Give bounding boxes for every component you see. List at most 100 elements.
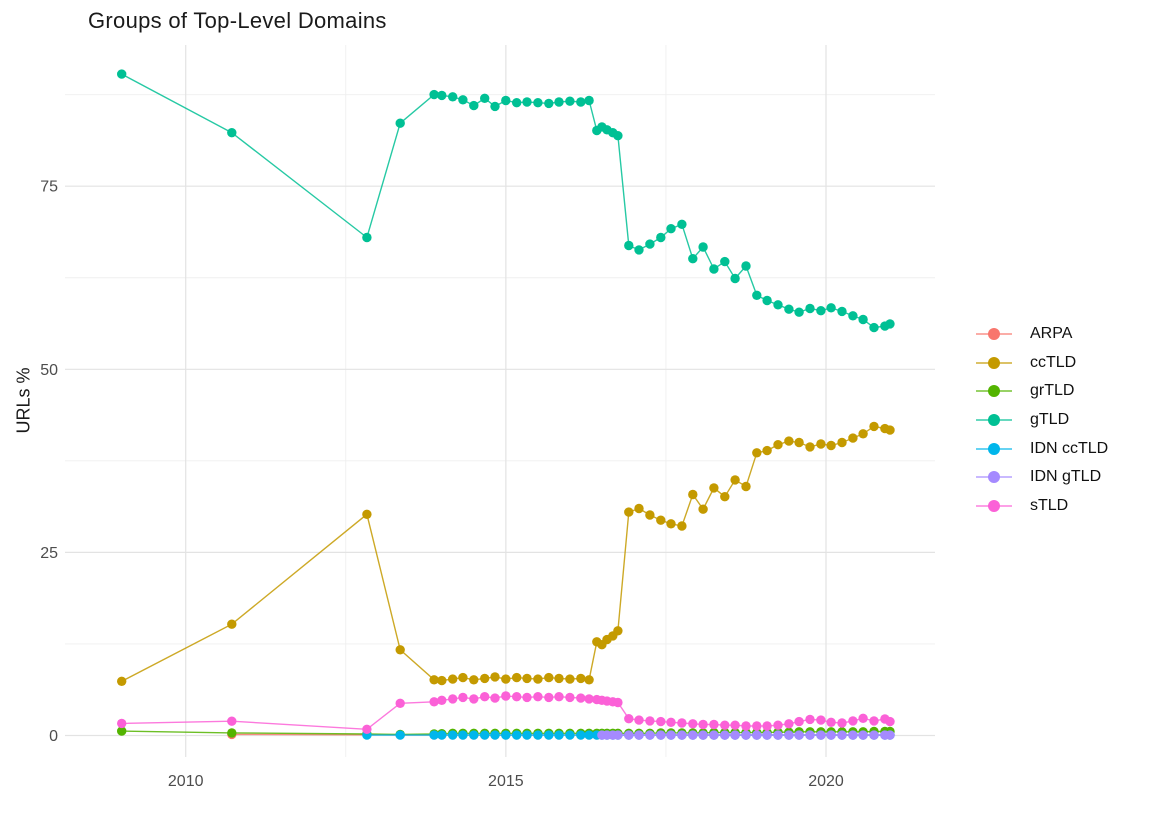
data-point (645, 716, 655, 726)
data-point (869, 421, 879, 432)
data-point (677, 718, 687, 728)
data-point (666, 224, 676, 234)
data-point (522, 97, 532, 107)
data-point (117, 718, 127, 729)
data-point (576, 693, 586, 703)
data-point (544, 730, 554, 740)
data-point (533, 692, 543, 702)
data-point (501, 730, 511, 740)
data-point (816, 306, 826, 316)
data-point (437, 730, 447, 740)
data-point (584, 694, 594, 704)
x-tick-label: 2010 (168, 773, 204, 790)
data-point (429, 89, 439, 100)
data-point (490, 693, 500, 703)
data-point (784, 436, 794, 446)
series-points-cctld (117, 421, 895, 686)
data-point (730, 273, 740, 284)
data-point (656, 232, 666, 243)
data-point (837, 718, 847, 728)
data-point (624, 240, 634, 251)
data-point (816, 715, 826, 725)
data-point (752, 730, 762, 740)
legend-item-grtld: grTLD (976, 377, 1108, 406)
data-point (784, 304, 794, 314)
data-point (869, 716, 879, 726)
y-tick-label: 0 (49, 728, 58, 745)
legend-key-icon (976, 413, 1012, 427)
data-point (794, 716, 804, 727)
y-axis-title: URLs % (13, 367, 34, 434)
series-points-gtld (117, 69, 895, 333)
data-series (117, 69, 895, 740)
data-point (709, 730, 719, 740)
gridlines (65, 45, 935, 757)
data-point (429, 675, 439, 685)
data-point (480, 93, 490, 104)
x-tick-label: 2015 (488, 773, 524, 790)
data-point (656, 730, 666, 740)
data-point (576, 673, 586, 684)
data-point (885, 319, 895, 329)
data-point (741, 721, 751, 731)
data-point (741, 730, 751, 740)
data-point (885, 425, 895, 435)
legend-label: IDN ccTLD (1030, 439, 1109, 457)
data-point (720, 256, 730, 267)
data-point (584, 730, 594, 740)
data-point (458, 692, 468, 703)
data-point (826, 717, 836, 727)
data-point (458, 672, 468, 683)
data-point (858, 730, 868, 740)
data-point (698, 719, 708, 730)
data-point (613, 697, 623, 708)
chart-title: Groups of Top-Level Domains (88, 8, 387, 33)
data-point (501, 674, 511, 684)
data-point (837, 730, 847, 740)
data-point (565, 96, 575, 106)
data-point (634, 503, 644, 514)
data-point (848, 311, 858, 321)
data-point (826, 440, 836, 451)
data-point (784, 719, 794, 729)
data-point (501, 691, 511, 701)
data-point (469, 694, 479, 704)
legend-label: sTLD (1030, 496, 1069, 514)
data-point (624, 714, 634, 724)
data-point (576, 730, 586, 740)
data-point (698, 730, 708, 740)
data-point (613, 131, 623, 141)
data-point (437, 675, 447, 686)
data-point (117, 69, 127, 79)
data-point (613, 730, 623, 740)
data-point (869, 322, 879, 333)
data-point (227, 619, 237, 629)
data-point (554, 730, 564, 740)
data-point (480, 730, 490, 740)
data-point (395, 645, 405, 655)
data-point (688, 719, 698, 729)
legend-item-gtld: gTLD (976, 406, 1108, 435)
data-point (584, 95, 594, 106)
data-point (645, 239, 655, 249)
data-point (544, 692, 554, 703)
data-point (805, 730, 815, 740)
data-point (437, 695, 447, 705)
legend-key-icon (976, 442, 1012, 456)
data-point (720, 720, 730, 730)
data-point (624, 730, 634, 740)
data-point (826, 730, 836, 740)
data-point (448, 674, 458, 684)
data-point (645, 730, 655, 740)
data-point (533, 674, 543, 684)
data-point (656, 515, 666, 525)
data-point (794, 730, 804, 740)
data-point (480, 692, 490, 702)
data-point (752, 448, 762, 458)
data-point (762, 730, 772, 740)
legend-item-stld: sTLD (976, 492, 1108, 521)
data-point (448, 92, 458, 102)
data-point (533, 730, 543, 740)
legend-label: grTLD (1030, 382, 1075, 400)
